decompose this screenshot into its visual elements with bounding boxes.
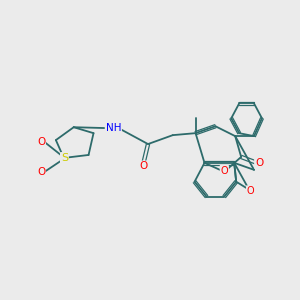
Text: O: O xyxy=(220,166,228,176)
Text: O: O xyxy=(139,161,147,171)
Text: S: S xyxy=(61,153,68,163)
Text: NH: NH xyxy=(106,123,121,133)
Text: O: O xyxy=(247,186,254,196)
Text: O: O xyxy=(255,158,263,168)
Text: O: O xyxy=(37,167,45,177)
Text: O: O xyxy=(37,137,45,147)
